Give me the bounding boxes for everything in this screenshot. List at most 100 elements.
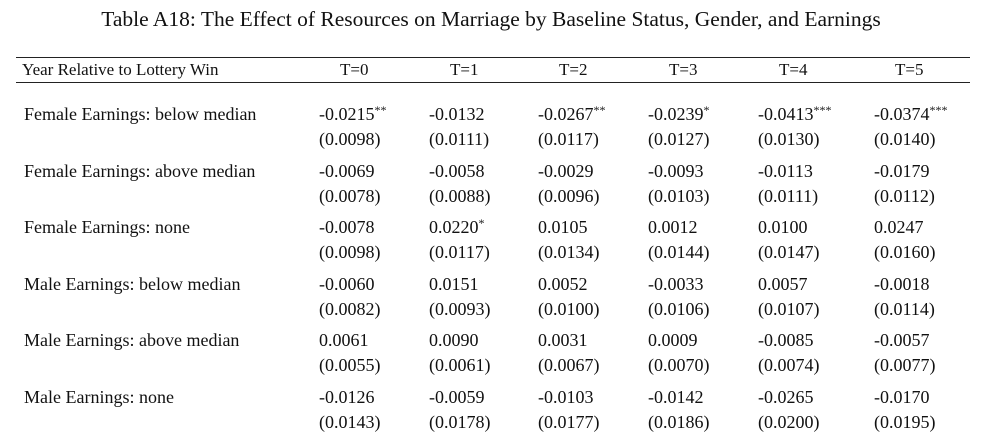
row-label: Male Earnings: none	[24, 387, 174, 407]
coefficient-value: 0.0220	[429, 217, 479, 237]
coefficient-cell: -0.0239*	[648, 102, 710, 126]
standard-error-cell: (0.0098)	[319, 129, 381, 149]
coefficient-value: -0.0103	[538, 387, 594, 407]
standard-error-cell: (0.0134)	[538, 242, 600, 262]
coefficient-cell: 0.0247	[874, 215, 924, 239]
row-label: Female Earnings: below median	[24, 104, 257, 124]
standard-error-cell: (0.0111)	[429, 129, 490, 149]
significance-stars: ***	[813, 103, 832, 117]
standard-error-cell: (0.0077)	[874, 355, 936, 375]
header-bottom-rule	[16, 82, 970, 83]
table-caption: Table A18: The Effect of Resources on Ma…	[101, 7, 881, 31]
header-row-label: Year Relative to Lottery Win	[22, 60, 219, 79]
column-header-t3: T=3	[669, 60, 698, 79]
coefficient-cell: 0.0031	[538, 328, 588, 352]
coefficient-value: -0.0267	[538, 104, 594, 124]
standard-error-cell: (0.0088)	[429, 186, 491, 206]
coefficient-value: -0.0126	[319, 387, 375, 407]
standard-error-cell: (0.0195)	[874, 412, 936, 432]
significance-stars: ***	[929, 103, 948, 117]
standard-error-cell: (0.0117)	[429, 242, 490, 262]
coefficient-value: -0.0413	[758, 104, 814, 124]
coefficient-cell: -0.0132	[429, 102, 485, 126]
coefficient-cell: -0.0126	[319, 385, 375, 409]
significance-stars: **	[593, 103, 606, 117]
coefficient-value: 0.0151	[429, 274, 479, 294]
column-header-t4: T=4	[779, 60, 808, 79]
coefficient-cell: -0.0078	[319, 215, 375, 239]
coefficient-value: -0.0179	[874, 161, 930, 181]
coefficient-value: 0.0105	[538, 217, 588, 237]
column-header-t0: T=0	[340, 60, 369, 79]
standard-error-cell: (0.0100)	[538, 299, 600, 319]
coefficient-cell: 0.0151	[429, 272, 479, 296]
standard-error-cell: (0.0117)	[538, 129, 599, 149]
standard-error-cell: (0.0078)	[319, 186, 381, 206]
significance-stars: *	[478, 216, 485, 230]
coefficient-value: -0.0059	[429, 387, 485, 407]
coefficient-cell: -0.0060	[319, 272, 375, 296]
coefficient-cell: 0.0105	[538, 215, 588, 239]
coefficient-cell: -0.0058	[429, 159, 485, 183]
standard-error-cell: (0.0147)	[758, 242, 820, 262]
coefficient-cell: -0.0215**	[319, 102, 387, 126]
coefficient-value: -0.0078	[319, 217, 375, 237]
coefficient-cell: 0.0220*	[429, 215, 485, 239]
standard-error-cell: (0.0098)	[319, 242, 381, 262]
significance-stars: *	[703, 103, 710, 117]
coefficient-cell: -0.0059	[429, 385, 485, 409]
coefficient-value: -0.0060	[319, 274, 375, 294]
standard-error-cell: (0.0093)	[429, 299, 491, 319]
standard-error-cell: (0.0111)	[758, 186, 819, 206]
coefficient-value: -0.0239	[648, 104, 704, 124]
row-label: Male Earnings: above median	[24, 330, 240, 350]
coefficient-cell: 0.0100	[758, 215, 808, 239]
coefficient-value: 0.0061	[319, 330, 369, 350]
coefficient-value: -0.0265	[758, 387, 814, 407]
column-header-t1: T=1	[450, 60, 479, 79]
coefficient-cell: 0.0090	[429, 328, 479, 352]
coefficient-cell: -0.0265	[758, 385, 814, 409]
standard-error-cell: (0.0177)	[538, 412, 600, 432]
coefficient-value: -0.0170	[874, 387, 930, 407]
standard-error-cell: (0.0107)	[758, 299, 820, 319]
coefficient-value: 0.0090	[429, 330, 479, 350]
coefficient-value: -0.0085	[758, 330, 814, 350]
standard-error-cell: (0.0106)	[648, 299, 710, 319]
column-header-t2: T=2	[559, 60, 588, 79]
standard-error-cell: (0.0070)	[648, 355, 710, 375]
coefficient-cell: -0.0033	[648, 272, 704, 296]
coefficient-cell: 0.0061	[319, 328, 369, 352]
coefficient-cell: -0.0018	[874, 272, 930, 296]
standard-error-cell: (0.0178)	[429, 412, 491, 432]
coefficient-value: 0.0012	[648, 217, 698, 237]
standard-error-cell: (0.0074)	[758, 355, 820, 375]
coefficient-value: 0.0247	[874, 217, 924, 237]
coefficient-cell: -0.0113	[758, 159, 813, 183]
standard-error-cell: (0.0103)	[648, 186, 710, 206]
standard-error-cell: (0.0143)	[319, 412, 381, 432]
standard-error-cell: (0.0160)	[874, 242, 936, 262]
coefficient-cell: -0.0085	[758, 328, 814, 352]
coefficient-cell: -0.0029	[538, 159, 594, 183]
coefficient-cell: -0.0069	[319, 159, 375, 183]
coefficient-cell: 0.0009	[648, 328, 698, 352]
coefficient-value: -0.0029	[538, 161, 594, 181]
standard-error-cell: (0.0082)	[319, 299, 381, 319]
coefficient-value: -0.0033	[648, 274, 704, 294]
coefficient-cell: -0.0413***	[758, 102, 832, 126]
coefficient-value: -0.0215	[319, 104, 375, 124]
coefficient-cell: -0.0267**	[538, 102, 606, 126]
coefficient-cell: -0.0374***	[874, 102, 948, 126]
standard-error-cell: (0.0140)	[874, 129, 936, 149]
coefficient-value: -0.0132	[429, 104, 485, 124]
coefficient-value: -0.0069	[319, 161, 375, 181]
coefficient-value: 0.0057	[758, 274, 808, 294]
row-label: Female Earnings: none	[24, 217, 190, 237]
coefficient-value: 0.0031	[538, 330, 588, 350]
standard-error-cell: (0.0130)	[758, 129, 820, 149]
coefficient-cell: 0.0057	[758, 272, 808, 296]
coefficient-cell: 0.0012	[648, 215, 698, 239]
coefficient-value: -0.0374	[874, 104, 930, 124]
coefficient-value: -0.0142	[648, 387, 704, 407]
